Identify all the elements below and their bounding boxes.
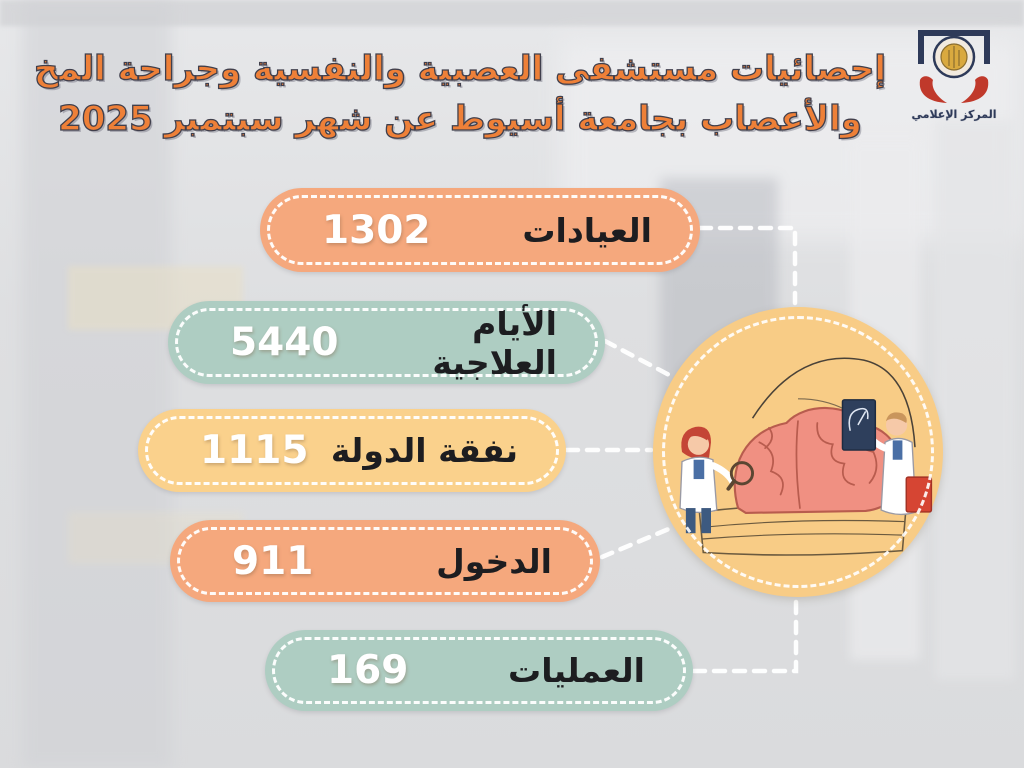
mri-arc <box>751 357 916 448</box>
stat-value: 5440 <box>230 320 339 365</box>
right-hand-icon <box>961 76 989 103</box>
page-title: إحصائيات مستشفى العصبية والنفسية وجراحة … <box>30 44 890 144</box>
title-line-2: والأعصاب بجامعة أسيوط عن شهر سبتمبر 2025 <box>57 98 862 139</box>
stat-label: العمليات <box>508 651 645 690</box>
stat-label: الأيام العلاجية <box>432 303 557 382</box>
logo-caption: المركز الإعلامي <box>911 108 997 121</box>
university-seal-icon <box>918 30 990 103</box>
stat-value: 169 <box>327 648 409 693</box>
male-doctor <box>841 399 933 516</box>
doctors-examining-brain-illustration <box>679 357 933 556</box>
stat-pill-admissions: الدخول 911 <box>170 520 600 602</box>
left-hand-icon <box>919 76 947 103</box>
illustration-circle <box>653 307 943 597</box>
title-line-1: إحصائيات مستشفى العصبية والنفسية وجراحة … <box>33 48 886 89</box>
exam-table-lines <box>701 519 905 540</box>
background-shape <box>935 120 1015 680</box>
stat-label: نفقة الدولة <box>330 431 518 470</box>
media-center-logo: المركز الإعلامي <box>908 24 1000 126</box>
logo-frame <box>918 30 990 64</box>
stat-pill-state-expense: نفقة الدولة 1115 <box>138 409 566 492</box>
brain-folds <box>758 420 878 509</box>
stat-pill-clinics: العيادات 1302 <box>260 188 700 272</box>
stat-label: العيادات <box>522 210 652 250</box>
stat-value: 1302 <box>322 207 431 253</box>
stat-pill-operations: العمليات 169 <box>265 630 693 711</box>
seal-minaret <box>948 46 960 68</box>
background-shape <box>22 0 172 768</box>
stat-pill-treatment-days: الأيام العلاجية 5440 <box>168 301 605 384</box>
female-doctor <box>679 426 755 534</box>
stat-label: الدخول <box>436 541 552 581</box>
stat-value: 1115 <box>200 428 309 473</box>
stat-value: 911 <box>232 538 314 584</box>
